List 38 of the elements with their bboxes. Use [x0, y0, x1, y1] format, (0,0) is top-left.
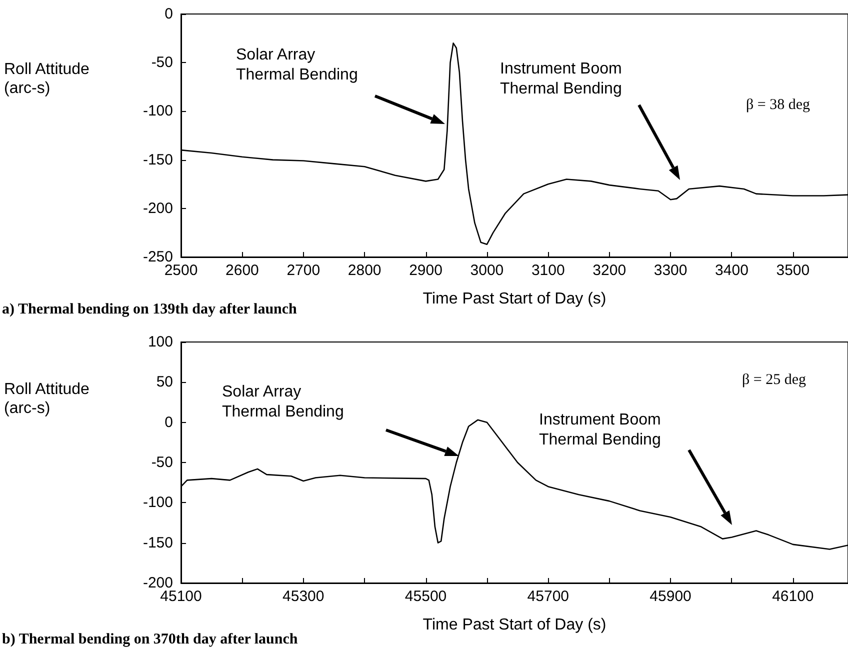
x-tick-label: 3400 — [715, 262, 748, 279]
annotation: Instrument Boom Thermal Bending — [500, 60, 622, 98]
y-tick-label: -50 — [151, 454, 173, 471]
annotation: β = 38 deg — [746, 97, 810, 113]
x-tick-label: 2600 — [226, 262, 259, 279]
y-tick-label: -100 — [142, 102, 173, 120]
y-tick-label: -100 — [142, 494, 173, 512]
annotation: β = 25 deg — [742, 372, 806, 388]
x-tick-label: 3200 — [592, 262, 626, 279]
x-tick-label: 3000 — [470, 262, 504, 279]
annotation: Solar Array Thermal Bending — [236, 46, 358, 84]
y-tick-label: 50 — [156, 374, 173, 391]
y-tick-label: -150 — [142, 534, 173, 552]
y-axis-title: Roll Attitude (arc-s) — [4, 61, 90, 97]
x-axis-title: Time Past Start of Day (s) — [422, 616, 606, 634]
x-tick-label: 3100 — [531, 262, 565, 279]
x-tick-label: 45900 — [650, 588, 692, 605]
x-tick-label: 2900 — [409, 262, 442, 279]
text: b) Thermal bending on 370th day after launch — [2, 632, 298, 648]
annotation: Solar Array Thermal Bending — [222, 384, 344, 420]
x-tick-label: 3300 — [654, 262, 688, 279]
text: a) Thermal bending on 139th day after launch — [2, 302, 298, 318]
x-tick-label: 45300 — [282, 588, 324, 605]
y-tick-label: 0 — [164, 414, 173, 431]
x-tick-label: 2700 — [286, 262, 320, 279]
x-axis-title: Time Past Start of Day (s) — [422, 290, 606, 308]
annotation: Instrument Boom Thermal Bending — [539, 412, 661, 448]
x-tick-label: 45500 — [404, 588, 447, 605]
x-tick-label: 2800 — [348, 262, 382, 279]
y-tick-label: -200 — [142, 200, 173, 217]
x-tick-label: 46100 — [772, 588, 814, 605]
y-tick-label: -150 — [142, 151, 173, 168]
y-tick-label: 100 — [148, 334, 173, 350]
y-axis-title: Roll Attitude (arc-s) — [4, 381, 90, 417]
x-tick-label: 45700 — [527, 588, 570, 605]
y-tick-label: 0 — [164, 6, 173, 22]
x-tick-label: 3500 — [776, 262, 810, 279]
y-tick-label: -50 — [151, 54, 173, 72]
